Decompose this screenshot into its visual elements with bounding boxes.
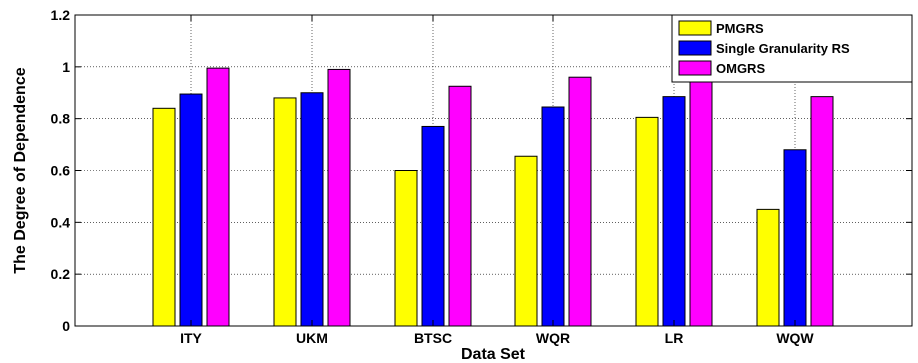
legend-swatch — [678, 40, 712, 56]
legend-label: OMGRS — [716, 61, 765, 76]
bar — [273, 97, 297, 327]
x-tick-label: WQW — [776, 330, 814, 346]
y-tick-labels: 0 0.2 0.4 0.6 0.8 1 1.2 — [51, 7, 71, 334]
bar — [662, 96, 686, 327]
bar — [206, 67, 230, 327]
bar — [783, 149, 807, 327]
bar — [421, 125, 445, 327]
bar — [514, 155, 538, 327]
bar — [635, 116, 659, 327]
bar — [568, 76, 592, 327]
legend: PMGRS Single Granularity RS OMGRS — [671, 14, 913, 83]
bar — [810, 96, 834, 327]
y-tick-label: 1.2 — [51, 7, 71, 23]
legend-swatch — [678, 60, 712, 76]
bar — [448, 85, 472, 327]
y-tick-label: 0 — [62, 318, 70, 334]
x-tick-label: UKM — [296, 330, 328, 346]
legend-label: PMGRS — [716, 21, 764, 36]
y-tick-label: 0.6 — [51, 163, 71, 179]
y-axis-title: The Degree of Dependence — [12, 67, 29, 273]
x-axis-title: Data Set — [461, 346, 526, 363]
y-tick-label: 1 — [62, 59, 70, 75]
bar — [327, 68, 351, 327]
legend-box — [671, 14, 913, 83]
x-tick-labels: ITY UKM BTSC WQR LR WQW — [180, 330, 814, 346]
bar — [300, 92, 324, 327]
bar — [152, 107, 176, 327]
legend-swatch — [678, 20, 712, 36]
bar — [756, 208, 780, 327]
bar — [394, 170, 418, 327]
bar — [689, 70, 713, 327]
y-tick-label: 0.4 — [51, 214, 71, 230]
bars — [152, 67, 834, 327]
bar — [541, 106, 565, 327]
bar — [179, 93, 203, 327]
x-tick-label: LR — [665, 330, 684, 346]
y-tick-label: 0.8 — [51, 111, 71, 127]
legend-label: Single Granularity RS — [716, 41, 850, 56]
x-tick-label: WQR — [536, 330, 570, 346]
x-tick-label: BTSC — [414, 330, 452, 346]
x-tick-label: ITY — [180, 330, 202, 346]
y-tick-label: 0.2 — [51, 266, 71, 282]
